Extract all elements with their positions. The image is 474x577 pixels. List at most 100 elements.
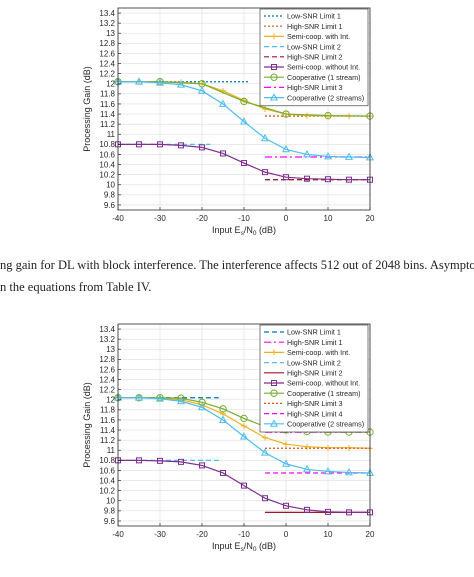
legend-label: Low-SNR Limit 2	[287, 358, 341, 367]
series-6-point	[199, 462, 205, 469]
series-10-point	[344, 468, 354, 476]
series-6-point	[304, 506, 310, 513]
series-7-point	[324, 111, 332, 120]
series-10-point	[197, 402, 207, 411]
chart-2: -40 -30 -20 -10 0 10 209.69.81010.210.410.610.…	[82, 323, 375, 553]
series-9-point	[302, 150, 312, 158]
series-6-point	[178, 458, 184, 465]
y-tick-label: 12	[106, 396, 115, 405]
y-tick-label: 10	[106, 181, 115, 190]
series-9-point	[323, 152, 333, 160]
y-tick-label: 12.6	[99, 365, 115, 374]
y-tick-label: 9.6	[104, 201, 116, 210]
series-6-point	[178, 142, 184, 149]
y-tick-label: 11.8	[100, 90, 116, 99]
series-line-7	[118, 81, 371, 117]
y-tick-label: 11.4	[100, 426, 116, 435]
legend-label: Semi-coop. without Int.	[287, 379, 360, 388]
series-9-point	[134, 77, 144, 85]
legend-label: Semi-coop. with Int.	[287, 348, 350, 357]
legend-label: Low-SNR Limit 2	[287, 42, 341, 51]
series-10-point	[218, 415, 228, 423]
series-6-point	[283, 174, 289, 181]
series-10-point	[239, 432, 249, 440]
series-3-point	[241, 423, 247, 430]
x-tick-label: 10	[324, 530, 333, 539]
x-tick-label: 0	[284, 214, 289, 223]
x-tick-label: -40	[112, 530, 124, 539]
y-tick-label: 12.4	[99, 375, 115, 384]
y-tick-label: 10.4	[99, 160, 115, 169]
y-tick-label: 12.8	[99, 39, 115, 48]
series-6-point	[325, 176, 331, 183]
y-tick-label: 10.4	[99, 476, 115, 485]
series-7-point	[282, 110, 290, 118]
y-tick-label: 10.8	[99, 456, 115, 465]
x-tick-label: -10	[238, 214, 250, 223]
y-tick-label: 9.6	[104, 517, 116, 526]
series-7-point	[240, 414, 248, 423]
legend-box	[259, 324, 369, 433]
series-10-point	[155, 394, 165, 402]
x-axis-label: Input Es/N0 (dB)	[212, 225, 276, 237]
y-tick-label: 13.2	[99, 19, 115, 28]
x-tick-label: -20	[196, 530, 208, 539]
series-9-point	[176, 80, 186, 88]
y-tick-label: 9.8	[104, 191, 116, 200]
legend-marker	[270, 389, 278, 397]
x-tick-label: -40	[112, 214, 124, 223]
x-tick-label: -30	[154, 214, 166, 223]
x-tick-label: 20	[366, 214, 375, 223]
y-tick-label: 10.6	[99, 150, 115, 159]
legend-label: Cooperative (2 streams)	[287, 420, 364, 429]
legend-marker	[269, 93, 279, 101]
legend-label: Cooperative (1 stream)	[287, 389, 361, 398]
y-tick-label: 12.8	[99, 355, 115, 364]
y-tick-label: 13.2	[99, 335, 115, 344]
y-axis-label: Processing Gain (dB)	[82, 66, 92, 152]
y-tick-label: 12.6	[99, 49, 115, 58]
y-tick-label: 13	[106, 345, 115, 354]
series-6-point	[262, 495, 268, 502]
series-6-point	[325, 508, 331, 515]
y-tick-label: 11.6	[100, 100, 116, 109]
y-tick-label: 11.4	[100, 110, 116, 119]
series-9-point	[260, 133, 270, 142]
y-tick-label: 13.4	[99, 9, 115, 18]
series-6-point	[220, 150, 226, 157]
series-6-point	[283, 502, 289, 509]
x-tick-label: -20	[196, 214, 208, 223]
y-tick-label: 11.2	[100, 436, 116, 445]
legend-label: Low-SNR Limit 1	[287, 12, 341, 21]
legend-label: High-SNR Limit 3	[287, 399, 343, 408]
series-3-point	[262, 434, 268, 441]
series-6-point	[346, 509, 352, 516]
legend-label: High-SNR Limit 2	[287, 53, 343, 62]
y-tick-label: 11	[107, 446, 116, 455]
legend-marker	[270, 73, 278, 81]
x-tick-label: -10	[238, 530, 250, 539]
series-9-point	[218, 99, 228, 107]
y-tick-label: 11.6	[100, 416, 116, 425]
series-3-point	[262, 106, 268, 112]
chart-1: -40 -30 -20 -10 0 10 209.69.81010.210.410.610.…	[82, 7, 375, 237]
legend-label: Cooperative (1 stream)	[287, 73, 361, 82]
x-tick-label: 20	[366, 530, 375, 539]
y-tick-label: 11.2	[100, 120, 116, 129]
series-6-point	[157, 457, 163, 464]
legend-label: High-SNR Limit 1	[287, 22, 343, 31]
series-9-point	[239, 117, 249, 125]
y-tick-label: 9.8	[104, 507, 116, 516]
legend-marker	[271, 33, 277, 40]
legend-label: High-SNR Limit 2	[287, 369, 343, 378]
x-axis-label: Input Es/N0 (dB)	[212, 541, 276, 553]
series-10-point	[281, 459, 291, 467]
series-6-point	[136, 457, 142, 464]
legend-box	[259, 8, 369, 107]
x-tick-label: 10	[324, 214, 333, 223]
y-tick-label: 12.2	[99, 385, 115, 394]
y-tick-label: 10.2	[99, 486, 115, 495]
series-9-point	[197, 86, 207, 94]
